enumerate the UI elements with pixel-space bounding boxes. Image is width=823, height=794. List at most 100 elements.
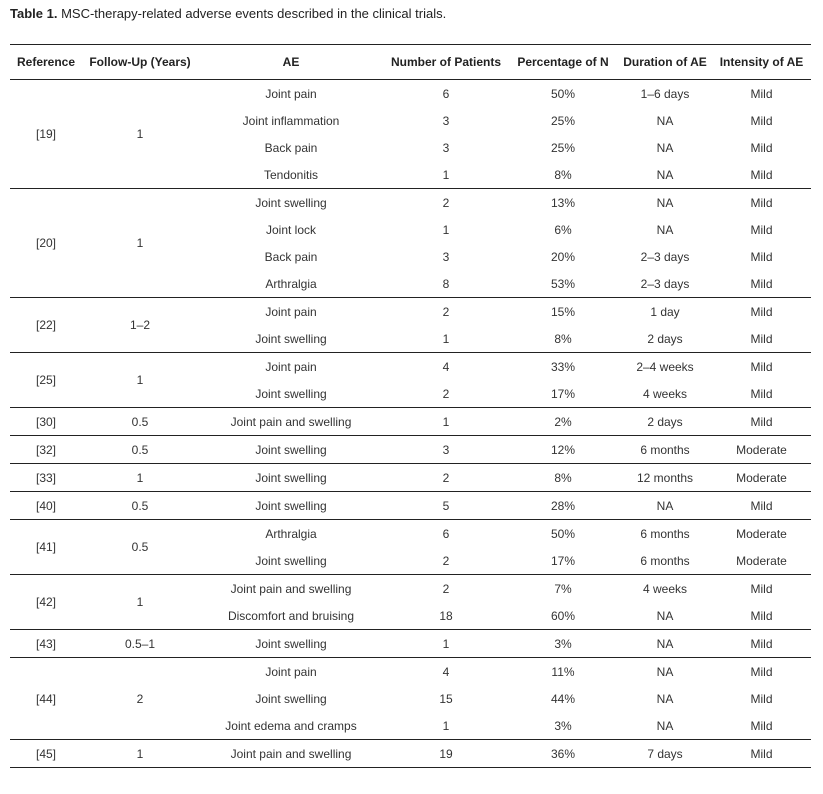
duration: NA: [618, 188, 712, 216]
adverse-events-table: Reference Follow-Up (Years) AE Number of Pa…: [10, 44, 811, 768]
follow-up: 2: [82, 657, 198, 740]
adverse-event: Joint pain: [198, 657, 384, 685]
table-row: [22] 1–2 Joint pain 2 15% 1 day Mild: [10, 297, 811, 353]
patient-count: 8: [442, 276, 450, 291]
percentage: 50%: [508, 79, 618, 107]
column-header: Intensity of AE: [712, 44, 811, 80]
table-row: Discomfort and bruising 18 60% NA Mild: [10, 602, 811, 630]
table-row: Tendonitis 1 8% NA Mild: [10, 161, 811, 189]
patient-count: 1: [442, 331, 450, 346]
duration: 1–6 days: [618, 79, 712, 107]
intensity: Mild: [712, 739, 811, 768]
percentage: 15%: [508, 297, 618, 325]
percentage: 28%: [508, 491, 618, 520]
reference: [41]: [10, 519, 82, 575]
percentage: 33%: [508, 352, 618, 380]
follow-up: 1: [82, 739, 198, 768]
patient-count: 4: [384, 352, 508, 380]
table-body: [19] 1 Joint pain 6 50% 1–6 days Mild Joint inf…: [10, 79, 811, 768]
adverse-event: Joint swelling: [198, 629, 384, 658]
follow-up: 0.5–1: [82, 629, 198, 658]
column-header: Follow-Up (Years): [82, 44, 198, 80]
table-row: Joint swelling 15 44% NA Mild: [10, 685, 811, 712]
reference: [25]: [10, 352, 82, 408]
percentage: 25%: [550, 113, 576, 128]
adverse-event: Joint swelling: [255, 331, 327, 346]
table-row: [30] 0.5 Joint pain and swelling 1 2% 2 days M…: [10, 407, 811, 436]
adverse-event: Back pain: [264, 140, 318, 155]
adverse-event: Joint swelling: [198, 491, 384, 520]
table-row: [25] 1 Joint pain 4 33% 2–4 weeks Mild: [10, 352, 811, 408]
duration: NA: [656, 608, 674, 623]
duration: NA: [618, 657, 712, 685]
patient-count: 18: [439, 608, 453, 623]
table-row: Back pain 3 20% 2–3 days Mild: [10, 243, 811, 270]
intensity: Mild: [750, 249, 773, 264]
duration: NA: [656, 691, 674, 706]
table-row: Joint swelling 2 17% 6 months Moderate: [10, 547, 811, 575]
reference: [45]: [10, 739, 82, 768]
patient-count: 2: [384, 463, 508, 492]
table-row: [42] 1 Joint pain and swelling 2 7% 4 weeks Mi…: [10, 574, 811, 630]
percentage: 12%: [508, 435, 618, 464]
intensity: Mild: [712, 491, 811, 520]
duration: NA: [618, 629, 712, 658]
adverse-event: Joint inflammation: [242, 113, 340, 128]
adverse-event: Joint swelling: [255, 553, 327, 568]
percentage: 60%: [550, 608, 576, 623]
column-header: Duration of AE: [618, 44, 712, 80]
duration: NA: [618, 491, 712, 520]
adverse-event: Back pain: [264, 249, 318, 264]
patient-count: 2: [384, 297, 508, 325]
table-row: Joint lock 1 6% NA Mild: [10, 216, 811, 243]
follow-up: 1: [82, 79, 198, 189]
intensity: Mild: [712, 297, 811, 325]
intensity: Mild: [750, 718, 773, 733]
table-caption: Table 1. MSC-therapy-related adverse eve…: [10, 6, 446, 21]
adverse-event: Joint pain and swelling: [198, 739, 384, 768]
duration: 6 months: [640, 553, 690, 568]
duration: 4 weeks: [642, 386, 688, 401]
patient-count: 19: [384, 739, 508, 768]
intensity: Mild: [712, 352, 811, 380]
percentage: 44%: [550, 691, 576, 706]
patient-count: 3: [442, 140, 450, 155]
intensity: Mild: [712, 629, 811, 658]
percentage: 3%: [508, 629, 618, 658]
intensity: Moderate: [736, 553, 787, 568]
adverse-event: Joint swelling: [255, 386, 327, 401]
duration: NA: [656, 718, 674, 733]
table-row: [20] 1 Joint swelling 2 13% NA Mild: [10, 188, 811, 298]
duration: 7 days: [618, 739, 712, 768]
patient-count: 2: [384, 574, 508, 602]
patient-count: 15: [439, 691, 453, 706]
table-row: Joint edema and cramps 1 3% NA Mild: [10, 712, 811, 740]
reference: [32]: [10, 435, 82, 464]
percentage: 17%: [550, 386, 576, 401]
patient-count: 6: [384, 519, 508, 547]
follow-up: 1: [82, 188, 198, 298]
intensity: Mild: [750, 331, 773, 346]
reference: [42]: [10, 574, 82, 630]
percentage: 8%: [554, 167, 572, 182]
percentage: 3%: [554, 718, 572, 733]
intensity: Mild: [750, 608, 773, 623]
percentage: 8%: [508, 463, 618, 492]
patient-count: 3: [384, 435, 508, 464]
reference: [22]: [10, 297, 82, 353]
patient-count: 2: [442, 553, 450, 568]
percentage: 7%: [508, 574, 618, 602]
reference: [44]: [10, 657, 82, 740]
table-row: [44] 2 Joint pain 4 11% NA Mild: [10, 657, 811, 740]
intensity: Mild: [750, 386, 773, 401]
reference: [30]: [10, 407, 82, 436]
intensity: Mild: [712, 79, 811, 107]
reference: [43]: [10, 629, 82, 658]
intensity: Mild: [750, 167, 773, 182]
table-row: Arthralgia 8 53% 2–3 days Mild: [10, 270, 811, 298]
adverse-event: Joint pain and swelling: [198, 574, 384, 602]
duration: 2–3 days: [640, 249, 690, 264]
intensity: Mild: [750, 222, 773, 237]
table-row: Back pain 3 25% NA Mild: [10, 134, 811, 161]
patient-count: 3: [442, 113, 450, 128]
